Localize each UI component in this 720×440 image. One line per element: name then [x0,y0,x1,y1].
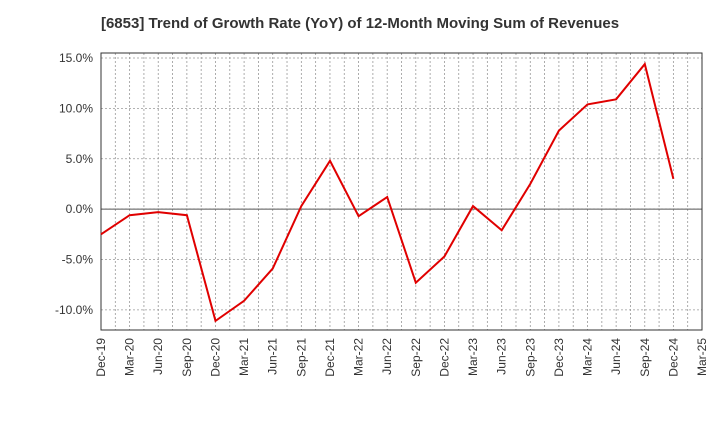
x-tick-label: Jun-24 [609,338,623,375]
x-tick-label: Dec-20 [208,338,222,377]
data-point [272,268,274,270]
x-tick-label: Jun-20 [151,338,165,375]
y-tick-label: 0.0% [66,202,94,216]
x-tick-label: Dec-21 [323,338,337,377]
data-point [329,160,331,162]
x-tick-label: Mar-24 [581,338,595,376]
data-point [415,282,417,284]
data-point [672,178,674,180]
data-point [501,229,503,231]
y-tick-label: -5.0% [62,252,94,266]
x-tick-label: Sep-24 [638,338,652,377]
x-tick-label: Sep-23 [523,338,537,377]
plot-frame [100,52,703,331]
data-point [443,255,445,257]
y-tick-label: 15.0% [59,51,93,65]
data-point [472,205,474,207]
y-tick-label: -10.0% [55,303,93,317]
data-point [100,233,102,235]
x-tick-label: Dec-19 [94,338,108,377]
x-tick-label: Sep-21 [294,338,308,377]
x-tick-label: Sep-20 [180,338,194,377]
data-point [558,130,560,132]
x-tick-label: Dec-23 [552,338,566,377]
x-tick-label: Mar-21 [237,338,251,376]
data-point [186,214,188,216]
x-tick-label: Mar-22 [352,338,366,376]
series-line [100,61,675,323]
data-point [615,98,617,100]
data-point [358,215,360,217]
data-point [386,196,388,198]
data-point [529,183,531,185]
data-point [157,211,159,213]
y-tick-label: 5.0% [66,152,94,166]
x-tick-label: Mar-20 [123,338,137,376]
y-tick-label: 10.0% [59,101,93,115]
chart-title: [6853] Trend of Growth Rate (YoY) of 12-… [100,15,620,32]
x-tick-label: Jun-22 [380,338,394,375]
x-tick-label: Mar-23 [466,338,480,376]
x-tick-label: Dec-24 [666,338,680,377]
x-tick-label: Sep-22 [409,338,423,377]
data-point [644,63,646,65]
x-tick-label: Jun-21 [266,338,280,375]
x-tick-label: Mar-25 [695,338,709,376]
data-point [129,214,131,216]
x-tick-label: Jun-23 [495,338,509,375]
plot-background [101,53,702,330]
data-point [587,103,589,105]
data-point [214,320,216,322]
x-tick-label: Dec-22 [437,338,451,377]
data-point [300,205,302,207]
data-point [243,300,245,302]
